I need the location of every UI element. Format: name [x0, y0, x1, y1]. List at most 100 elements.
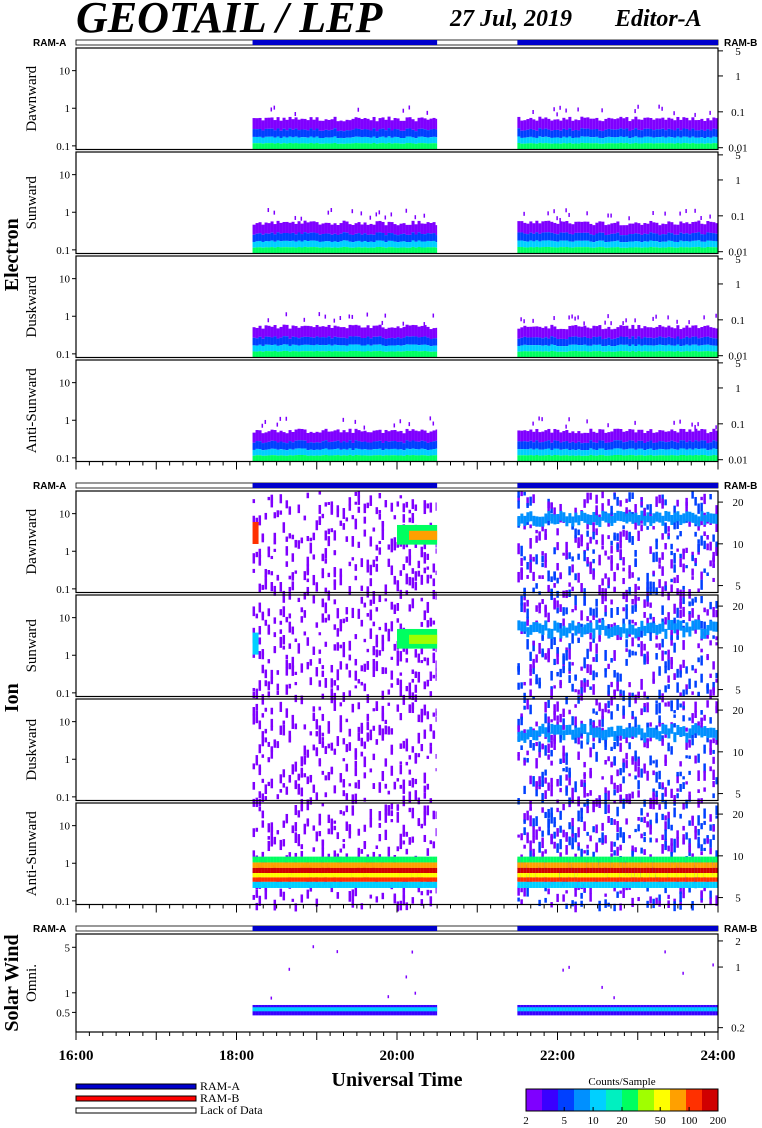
- spectrogram-cell: [426, 110, 429, 115]
- spectrogram-cell: [312, 327, 316, 338]
- spectrogram-cell: [390, 120, 394, 131]
- spectrogram-cell: [712, 793, 715, 799]
- spectrogram-cell: [312, 862, 316, 868]
- spectrogram-cell: [613, 143, 617, 150]
- spectrogram-cell: [520, 491, 523, 497]
- spectrogram-cell: [339, 877, 343, 882]
- spectrogram-cell: [604, 432, 608, 443]
- spectrogram-cell: [667, 746, 670, 752]
- spectrogram-cell: [423, 344, 427, 352]
- spectrogram-cell: [643, 599, 646, 608]
- spectrogram-cell: [258, 862, 262, 868]
- spectrogram-cell: [321, 770, 325, 775]
- spectrogram-cell: [652, 586, 655, 594]
- spectrogram-cell: [685, 233, 689, 242]
- spectrogram-cell: [709, 351, 713, 358]
- spectrogram-cell: [646, 337, 650, 346]
- spectrogram-cell: [348, 428, 352, 441]
- spectrogram-cell: [622, 442, 626, 450]
- spectrogram-cell: [276, 449, 280, 456]
- spectrogram-cell: [381, 521, 385, 531]
- spectrogram-cell: [435, 225, 438, 236]
- spectrogram-cell: [420, 117, 424, 129]
- spectrogram-cell: [375, 544, 379, 551]
- spectrogram-cell: [583, 143, 587, 150]
- spectrogram-cell: [673, 617, 676, 625]
- spectrogram-cell: [255, 703, 259, 711]
- spectrogram-cell: [336, 121, 340, 132]
- spectrogram-cell: [553, 600, 556, 610]
- spectrogram-cell: [372, 224, 376, 235]
- spectrogram-cell: [691, 576, 694, 580]
- spectrogram-cell: [604, 320, 606, 325]
- spectrogram-cell: [667, 441, 671, 450]
- spectrogram-cell: [282, 862, 286, 868]
- group-electron: RAM-A RAM-BElectron1010.1510.10.01Dawnwar…: [1, 38, 757, 470]
- spectrogram-cell: [676, 668, 679, 678]
- spectrogram-cell: [417, 326, 421, 338]
- spectrogram-cell: [631, 757, 634, 765]
- spectrogram-cell: [405, 136, 409, 144]
- spectrogram-cell: [312, 240, 316, 248]
- spectrogram-cell: [294, 344, 298, 352]
- spectrogram-cell: [279, 888, 283, 897]
- spectrogram-cell: [255, 233, 259, 242]
- spectrogram-cell: [613, 756, 616, 766]
- spectrogram-cell: [339, 316, 342, 321]
- spectrogram-cell: [655, 551, 658, 562]
- spectrogram-cell: [649, 351, 653, 358]
- spectrogram-cell: [375, 877, 379, 882]
- spectrogram-cell: [417, 653, 421, 663]
- spectrogram-cell: [288, 862, 292, 868]
- spectrogram-cell: [384, 137, 388, 144]
- spectrogram-cell: [598, 719, 601, 727]
- spectrogram-cell: [652, 727, 656, 738]
- spectrogram-cell: [279, 774, 283, 784]
- spectrogram-cell: [318, 504, 322, 514]
- spectrogram-cell: [420, 899, 424, 906]
- spectrogram-cell: [598, 728, 602, 739]
- spectrogram-cell: [715, 678, 718, 683]
- right-tick-label: 5: [735, 254, 741, 266]
- spectrogram-cell: [333, 241, 337, 248]
- spectrogram-cell: [664, 327, 668, 338]
- spectrogram-cell: [571, 224, 575, 235]
- spectrogram-cell: [652, 450, 656, 456]
- spectrogram-cell: [426, 337, 430, 346]
- spectrogram-cell: [309, 775, 313, 783]
- spectrogram-cell: [541, 431, 545, 443]
- spectrogram-cell: [550, 221, 554, 233]
- spectrogram-cell: [667, 221, 671, 233]
- spectrogram-cell: [538, 726, 542, 737]
- spectrogram-cell: [291, 129, 295, 138]
- spectrogram-cell: [535, 240, 539, 247]
- spectrogram-cell: [532, 696, 535, 700]
- spectrogram-cell: [330, 873, 334, 878]
- spectrogram-cell: [652, 581, 655, 588]
- spectrogram-cell: [327, 881, 331, 888]
- spectrogram-cell: [661, 650, 664, 661]
- spectrogram-cell: [691, 608, 694, 618]
- spectrogram-cell: [321, 862, 325, 868]
- spectrogram-cell: [399, 223, 403, 235]
- spectrogram-cell: [529, 800, 532, 811]
- spectrogram-cell: [327, 143, 331, 150]
- spectrogram-cell: [586, 793, 589, 797]
- spectrogram-cell: [282, 442, 286, 450]
- spectrogram-cell: [664, 455, 668, 462]
- spectrogram-cell: [417, 753, 421, 758]
- spectrogram-cell: [532, 640, 535, 652]
- spectrogram-cell: [402, 108, 405, 113]
- spectrogram-cell: [616, 327, 620, 338]
- spectrogram-cell: [658, 494, 661, 504]
- spectrogram-cell: [258, 136, 262, 144]
- spectrogram-cell: [432, 881, 436, 888]
- spectrogram-cell: [523, 130, 527, 138]
- spectrogram-cell: [589, 118, 593, 130]
- spectrogram-cell: [399, 328, 403, 339]
- spectrogram-cell: [336, 224, 340, 235]
- spectrogram-cell: [417, 818, 421, 827]
- spectrogram-cell: [667, 232, 671, 241]
- spectrogram-cell: [297, 881, 301, 888]
- panel-label: Duskward: [24, 275, 40, 337]
